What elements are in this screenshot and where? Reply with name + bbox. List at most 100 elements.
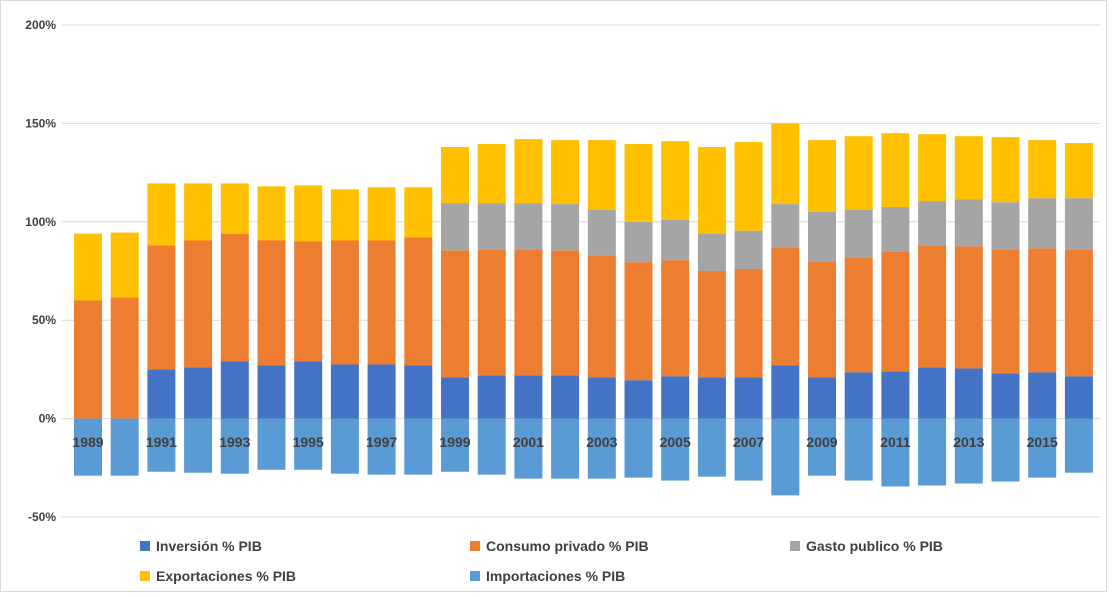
bar-segment-series-4: [110, 418, 139, 476]
bar-segment-series-1: [147, 245, 176, 370]
bar-segment-series-3: [661, 141, 690, 220]
bar-segment-series-1: [954, 246, 983, 369]
bar-segment-series-4: [661, 418, 690, 481]
bar-segment-series-0: [697, 377, 726, 419]
bar-segment-series-2: [881, 207, 910, 252]
legend-label: Consumo privado % PIB: [486, 538, 649, 554]
bar-segment-series-4: [697, 418, 726, 477]
x-tick-label: 2015: [1027, 434, 1058, 450]
bar-segment-series-3: [697, 147, 726, 234]
legend-swatch: [140, 541, 150, 551]
bar-segment-series-3: [330, 189, 359, 241]
x-axis-tick-labels: 1989 1991 1993 1995 1997 1999 2001 2003 2005 2007…: [72, 434, 1058, 450]
bar-segment-series-4: [881, 418, 910, 487]
bar-segment-series-4: [147, 418, 176, 472]
bar-segment-series-3: [918, 134, 947, 202]
x-tick-label: 1995: [293, 434, 324, 450]
bar-segment-series-1: [184, 240, 213, 368]
bar-segment-series-1: [404, 237, 433, 366]
x-tick-label: 2009: [806, 434, 837, 450]
y-tick-label: 150%: [25, 116, 56, 130]
bar-segment-series-2: [1064, 198, 1093, 250]
bar-segment-series-0: [734, 377, 763, 419]
bar-segment-series-3: [441, 147, 469, 204]
legend-label: Exportaciones % PIB: [156, 568, 296, 584]
bar-segment-series-4: [918, 418, 947, 486]
bar-segment-series-4: [367, 418, 396, 475]
x-tick-label: 2013: [953, 434, 984, 450]
bar-segment-series-2: [551, 204, 580, 251]
legend-item: Exportaciones % PIB: [140, 568, 296, 584]
bar-segment-series-3: [477, 144, 506, 204]
bar-segment-series-4: [734, 418, 763, 481]
bar-segment-series-4: [330, 418, 359, 474]
y-axis-tick-labels: -50% 0% 50% 100% 150% 200%: [25, 18, 56, 524]
x-tick-label: 1993: [219, 434, 250, 450]
bar-segment-series-1: [294, 241, 323, 362]
bar-segment-series-1: [661, 260, 690, 377]
x-tick-label: 1991: [146, 434, 177, 450]
bar-segment-series-2: [661, 219, 690, 261]
bar-segment-series-2: [844, 209, 873, 258]
bar-segment-series-0: [661, 376, 690, 419]
bar-segment-series-3: [220, 183, 249, 234]
bar-segment-series-1: [587, 255, 616, 378]
bar-segment-series-1: [624, 262, 653, 381]
bar-segment-series-0: [294, 361, 323, 419]
bar-segment-series-1: [918, 245, 947, 368]
bar-segment-series-2: [954, 199, 983, 247]
x-tick-label: 2005: [660, 434, 691, 450]
bar-segment-series-1: [514, 249, 543, 376]
bar-segment-series-3: [1064, 143, 1093, 199]
legend-label: Inversión % PIB: [156, 538, 262, 554]
legend-item: Importaciones % PIB: [470, 568, 625, 584]
bar-segment-series-3: [404, 187, 433, 238]
bar-segment-series-0: [257, 365, 286, 419]
bars: [74, 123, 1093, 496]
y-tick-label: 200%: [25, 18, 56, 32]
bar-segment-series-3: [587, 140, 616, 210]
bar-segment-series-3: [367, 187, 396, 241]
bar-segment-series-1: [734, 269, 763, 378]
bar-segment-series-1: [771, 247, 800, 366]
bar-segment-series-0: [147, 369, 176, 419]
bar-segment-series-3: [844, 136, 873, 210]
bar-segment-series-1: [1028, 248, 1057, 373]
bar-segment-series-1: [257, 240, 286, 366]
bar-segment-series-3: [110, 232, 139, 298]
bar-segment-series-1: [367, 240, 396, 365]
x-tick-label: 2011: [880, 434, 911, 450]
bar-segment-series-1: [697, 271, 726, 378]
bar-segment-series-4: [844, 418, 873, 481]
bar-segment-series-1: [551, 250, 580, 376]
bar-segment-series-0: [441, 377, 469, 419]
bar-segment-series-3: [551, 140, 580, 205]
bar-segment-series-1: [844, 257, 873, 373]
bar-segment-series-2: [441, 203, 469, 251]
bar-segment-series-4: [808, 418, 836, 476]
bar-segment-series-4: [954, 418, 983, 484]
bar-segment-series-4: [441, 418, 469, 472]
bar-segment-series-4: [514, 418, 543, 479]
legend: Inversión % PIB Consumo privado % PIB Gast…: [140, 538, 943, 584]
bar-segment-series-2: [477, 203, 506, 250]
bar-segment-series-2: [991, 202, 1020, 250]
bar-segment-series-2: [808, 211, 836, 262]
bar-segment-series-0: [1028, 372, 1057, 419]
bar-segment-series-1: [881, 251, 910, 372]
bar-segment-series-0: [184, 367, 213, 419]
bar-segment-series-2: [624, 221, 653, 263]
bar-segment-series-0: [587, 377, 616, 419]
bar-segment-series-4: [1028, 418, 1057, 478]
bar-segment-series-2: [918, 201, 947, 246]
bar-segment-series-0: [330, 364, 359, 419]
bar-segment-series-0: [844, 372, 873, 419]
legend-item: Inversión % PIB: [140, 538, 262, 554]
bar-segment-series-1: [220, 233, 249, 362]
bar-segment-series-3: [734, 142, 763, 231]
bar-segment-series-2: [734, 230, 763, 270]
bar-segment-series-0: [551, 375, 580, 419]
bar-segment-series-1: [991, 249, 1020, 374]
bar-segment-series-0: [991, 373, 1020, 419]
bar-segment-series-2: [587, 209, 616, 256]
